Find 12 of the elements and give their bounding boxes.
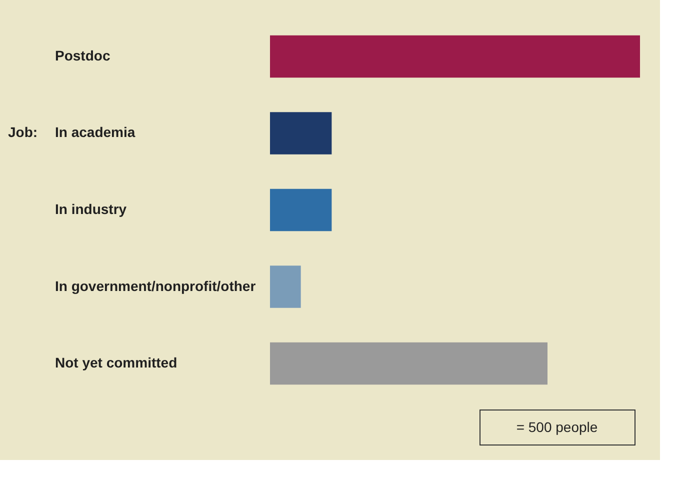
bar: [270, 35, 640, 78]
y-tick-label: In industry: [55, 201, 127, 217]
bar: [270, 266, 301, 308]
text: = 500 people: [516, 419, 598, 435]
y-tick-label: In government/nonprofit/other: [55, 278, 256, 294]
bar: [270, 112, 332, 154]
y-tick-label: Postdoc: [55, 47, 110, 64]
y-tick-label: In academia: [55, 124, 136, 140]
bar: [270, 342, 548, 385]
bar: [270, 188, 332, 232]
y-tick-label: Not yet committed: [55, 354, 178, 371]
text: Job:: [8, 124, 38, 140]
